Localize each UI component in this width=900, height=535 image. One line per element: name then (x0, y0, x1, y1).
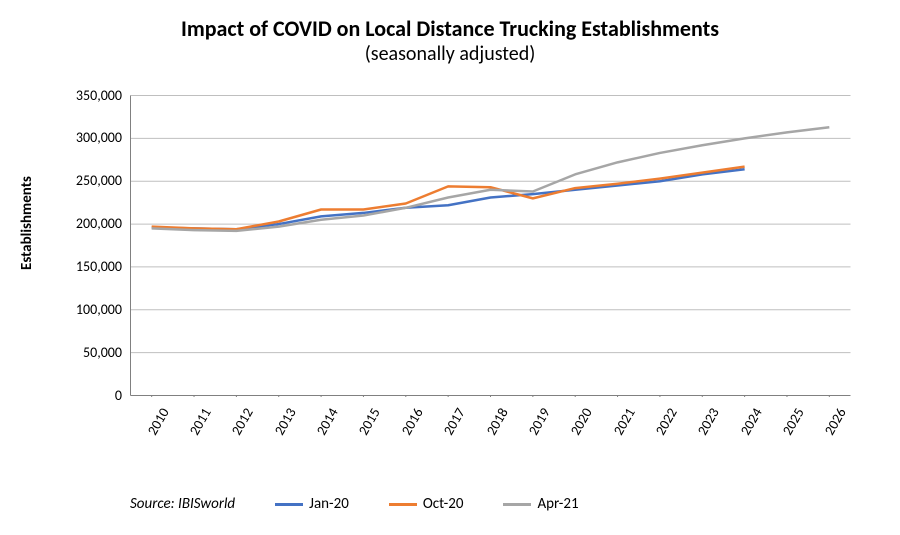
x-tick-label: 2010 (141, 405, 173, 443)
x-tick-label: 2013 (268, 405, 300, 443)
legend-swatch-2 (503, 503, 531, 506)
plot-area (130, 95, 852, 397)
chart-container: Impact of COVID on Local Distance Trucki… (0, 0, 900, 535)
legend-swatch-1 (389, 503, 417, 506)
legend-label-2: Apr-21 (537, 495, 578, 513)
x-tick-label: 2012 (225, 405, 257, 443)
x-tick-label: 2022 (649, 405, 681, 443)
source-text: Source: IBISworld (130, 495, 235, 513)
x-tick-label: 2017 (437, 405, 469, 443)
y-axis-title: Establishments (18, 176, 36, 270)
x-tick-label: 2026 (818, 405, 850, 443)
legend-label-1: Oct-20 (423, 495, 464, 513)
y-tick-label: 100,000 (52, 301, 122, 318)
legend-item-2: Apr-21 (503, 495, 578, 513)
y-tick-label: 0 (52, 387, 122, 404)
legend: Source: IBISworld Jan-20 Oct-20 Apr-21 (130, 495, 830, 513)
y-tick-label: 250,000 (52, 172, 122, 189)
y-tick-label: 150,000 (52, 258, 122, 275)
y-tick-label: 200,000 (52, 215, 122, 232)
legend-item-0: Jan-20 (275, 495, 349, 513)
x-tick-label: 2016 (395, 405, 427, 443)
title-block: Impact of COVID on Local Distance Trucki… (0, 15, 900, 66)
y-tick-label: 350,000 (52, 87, 122, 104)
y-tick-label: 300,000 (52, 129, 122, 146)
x-tick-label: 2011 (183, 405, 215, 443)
y-tick-label: 50,000 (52, 344, 122, 361)
chart-subtitle: (seasonally adjusted) (0, 42, 900, 66)
legend-swatch-0 (275, 503, 303, 506)
x-tick-label: 2015 (352, 405, 384, 443)
x-tick-label: 2020 (564, 405, 596, 443)
x-tick-label: 2014 (310, 405, 342, 443)
legend-label-0: Jan-20 (309, 495, 349, 513)
x-tick-label: 2021 (607, 405, 639, 443)
x-tick-label: 2018 (480, 405, 512, 443)
legend-item-1: Oct-20 (389, 495, 464, 513)
x-tick-label: 2025 (776, 405, 808, 443)
x-tick-label: 2023 (691, 405, 723, 443)
chart-title: Impact of COVID on Local Distance Trucki… (0, 15, 900, 42)
x-tick-label: 2019 (522, 405, 554, 443)
x-tick-label: 2024 (734, 405, 766, 443)
